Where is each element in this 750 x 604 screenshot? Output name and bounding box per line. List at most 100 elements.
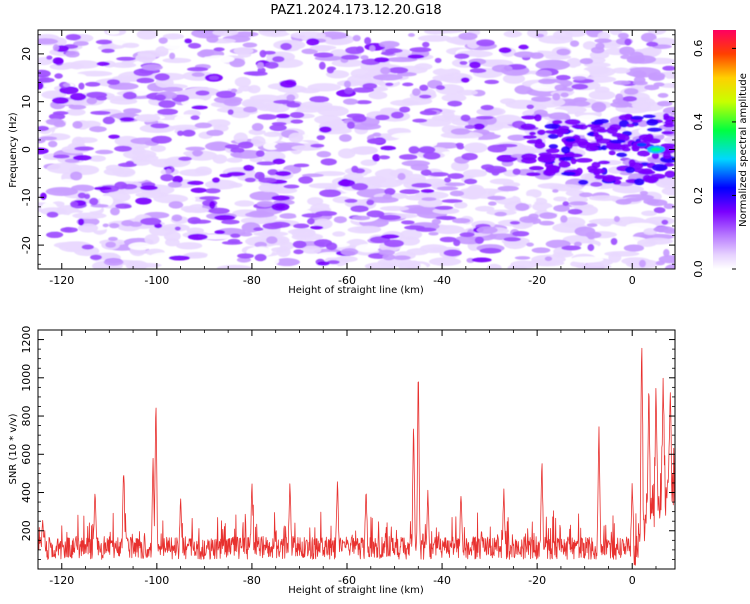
spectrogram-blob — [380, 234, 400, 239]
spectrogram-blob — [545, 148, 560, 154]
spectrogram-blob — [597, 31, 611, 41]
spectrogram-blob — [85, 81, 101, 87]
spectrogram-blob — [325, 242, 338, 251]
spectrogram-blob — [63, 227, 72, 232]
spectrogram-blob — [319, 61, 326, 70]
spectrogram-blob — [46, 162, 83, 174]
spectrogram-blob — [185, 146, 206, 151]
spectrogram-blob — [208, 207, 230, 214]
spectrogram-blob — [319, 189, 342, 198]
spectrogram-blob — [428, 172, 449, 177]
spectrogram-blob — [313, 52, 334, 58]
spectrogram-blob — [476, 39, 495, 47]
spectrogram-x-tick-label: -100 — [144, 274, 169, 287]
spectrogram-blob — [449, 190, 465, 197]
spectrogram-blob — [450, 128, 471, 135]
spectrogram-blob — [86, 91, 108, 99]
spectrogram-blob — [475, 205, 495, 212]
spectrogram-blob — [72, 121, 83, 129]
spectrogram-blob — [131, 146, 146, 157]
spectrogram-blob — [317, 105, 349, 117]
spectrogram-blob — [244, 177, 256, 183]
spectrogram-blob — [411, 182, 432, 188]
spectrogram-blob — [38, 136, 58, 141]
spectrogram-blob — [585, 231, 602, 239]
spectrogram-blob — [223, 98, 242, 107]
spectrogram-blob — [157, 108, 179, 116]
spectrogram-blob — [512, 168, 521, 175]
spectrogram-blob — [114, 145, 133, 152]
spectrogram-blob — [552, 93, 561, 101]
spectrogram-blob — [404, 173, 427, 185]
spectrogram-blob — [89, 197, 99, 206]
spectrogram-blob — [586, 165, 598, 171]
spectrogram-blob — [195, 90, 210, 96]
snr-y-tick-label: 1200 — [20, 326, 33, 354]
colorbar-tick-label: 0.4 — [692, 113, 705, 131]
spectrogram-blob — [256, 201, 274, 208]
spectrogram-blob — [272, 56, 285, 63]
spectrogram-blob — [604, 176, 623, 181]
spectrogram-blob — [404, 225, 425, 230]
snr-y-tick-label: 200 — [20, 520, 33, 541]
spectrogram-blob — [350, 205, 369, 213]
spectrogram-blob — [447, 173, 465, 180]
spectrogram-blob — [570, 256, 604, 263]
spectrogram-blob — [565, 153, 583, 158]
spectrogram-blob — [399, 189, 420, 195]
snr-ticks: -120 -100 -80 -60 -40 -20 0 200 400 600 800 1000 120… — [20, 326, 675, 587]
colorbar-tick-label: 0.2 — [692, 187, 705, 205]
spectrogram-blob — [431, 218, 442, 225]
spectrogram-blob — [279, 80, 297, 88]
spectrogram-blob — [316, 134, 326, 141]
spectrogram-blob — [136, 77, 155, 84]
spectrogram-blob — [526, 172, 541, 177]
spectrogram-blob — [90, 110, 111, 115]
spectrogram-blob — [116, 56, 136, 61]
spectrogram-blob — [572, 76, 587, 81]
spectrogram-blob — [246, 71, 268, 77]
spectrogram-blob — [144, 234, 160, 245]
spectrogram-blob — [487, 144, 508, 153]
spectrogram-blob — [434, 57, 442, 64]
spectrogram-blob — [232, 152, 243, 158]
spectrogram-blob — [181, 129, 196, 137]
spectrogram-blob — [150, 145, 166, 153]
snr-y-tick-label: 600 — [20, 444, 33, 465]
spectrogram-blob — [407, 54, 425, 59]
spectrogram-blob — [80, 120, 101, 128]
spectrogram-blob — [185, 252, 208, 258]
spectrogram-y-tick-label: -10 — [20, 188, 33, 206]
spectrogram-blob — [362, 82, 378, 90]
spectrogram-blob — [169, 52, 176, 60]
spectrogram-blob — [518, 44, 529, 50]
spectrogram-blob — [269, 124, 287, 132]
spectrogram-blob — [515, 203, 530, 211]
spectrogram-blob — [570, 40, 580, 47]
spectrogram-blob — [402, 82, 414, 87]
spectrogram-blob — [528, 166, 544, 171]
spectrogram-blob — [286, 102, 301, 108]
spectrogram-blob — [355, 100, 372, 105]
spectrogram-blob — [464, 178, 478, 185]
spectrogram-blob — [52, 44, 60, 52]
spectrogram-blob — [503, 30, 523, 38]
spectrogram-blob — [626, 123, 635, 128]
spectrogram-blob — [81, 244, 94, 250]
spectrogram-blob — [568, 201, 588, 206]
spectrogram-blob — [459, 60, 468, 65]
spectrogram-blob — [509, 220, 521, 225]
spectrogram-blob — [579, 58, 594, 65]
spectrogram-blob — [59, 262, 92, 269]
spectrogram-blob — [453, 201, 468, 209]
spectrogram-blob — [344, 198, 358, 203]
spectrogram-blob — [379, 214, 402, 221]
spectrogram-blob — [350, 123, 382, 130]
spectrogram-blob — [531, 96, 552, 102]
spectrogram-blob — [187, 233, 208, 241]
spectrogram-blob — [350, 68, 378, 79]
spectrogram-blob — [510, 260, 538, 269]
spectrogram-blob — [215, 90, 236, 99]
spectrogram-blob — [239, 232, 253, 237]
spectrogram-blob — [392, 255, 411, 261]
